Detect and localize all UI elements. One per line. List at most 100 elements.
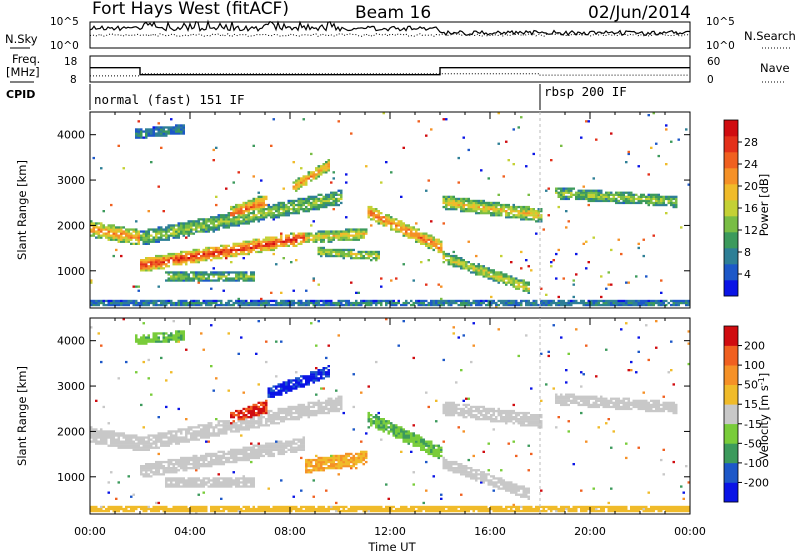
range-cell	[490, 212, 493, 215]
range-cell	[117, 432, 120, 435]
range-cell	[250, 485, 253, 488]
range-cell	[200, 436, 203, 439]
range-cell	[100, 438, 103, 441]
range-cell	[247, 485, 250, 488]
range-cell	[555, 252, 558, 256]
range-cell	[237, 509, 240, 513]
range-cell	[235, 458, 238, 462]
range-cell	[285, 414, 288, 417]
range-cell	[147, 210, 150, 213]
range-cell	[435, 301, 438, 305]
range-cell	[237, 205, 240, 209]
range-cell	[285, 440, 288, 443]
range-cell	[192, 228, 195, 231]
range-cell	[672, 303, 675, 307]
range-cell	[250, 301, 253, 305]
range-cell	[477, 205, 480, 209]
range-cell	[347, 232, 350, 235]
range-cell	[460, 267, 463, 270]
range-cell	[177, 259, 180, 262]
range-cell	[505, 275, 508, 278]
range-cell	[292, 442, 295, 445]
range-cell	[120, 226, 123, 229]
range-cell	[270, 212, 273, 215]
range-cell	[285, 389, 288, 392]
range-cell	[240, 477, 243, 480]
range-cell	[262, 214, 265, 217]
range-cell	[220, 481, 223, 484]
range-cell	[142, 436, 145, 439]
range-cell	[192, 458, 195, 462]
range-cell	[232, 507, 235, 511]
range-cell	[150, 446, 153, 449]
range-cell	[235, 216, 238, 219]
range-cell	[257, 203, 260, 207]
range-cell	[195, 438, 198, 441]
range-cell	[142, 242, 145, 245]
range-cell	[272, 454, 275, 458]
range-cell	[100, 509, 103, 513]
range-cell	[127, 475, 130, 478]
range-cell	[480, 269, 483, 272]
range-cell	[165, 238, 168, 241]
range-cell	[295, 236, 298, 239]
range-cell	[607, 301, 610, 305]
range-cell	[267, 395, 270, 398]
range-cell	[235, 505, 238, 509]
range-cell	[125, 240, 128, 243]
range-cell	[147, 442, 150, 445]
range-cell	[152, 336, 155, 339]
range-cell	[195, 460, 198, 464]
range-cell	[250, 242, 253, 245]
range-cell	[325, 193, 328, 196]
range-cell	[657, 197, 660, 201]
range-cell	[522, 218, 525, 221]
range-cell	[515, 281, 518, 284]
range-cell	[270, 452, 273, 456]
range-cell	[260, 422, 263, 425]
range-cell	[280, 212, 283, 215]
range-cell	[135, 434, 138, 437]
range-cell	[417, 234, 420, 237]
range-cell	[245, 414, 248, 417]
range-cell	[275, 391, 278, 394]
range-cell	[475, 265, 478, 268]
range-cell	[307, 232, 310, 235]
range-cell	[487, 205, 490, 209]
range-cell	[172, 436, 175, 439]
range-cell	[282, 214, 285, 217]
range-cell	[240, 456, 243, 460]
range-cell	[285, 240, 288, 243]
range-cell	[480, 212, 483, 215]
range-cell	[642, 199, 645, 203]
range-cell	[580, 191, 583, 194]
range-cell	[370, 299, 373, 303]
range-cell	[570, 193, 573, 196]
range-cell	[195, 226, 198, 229]
range-cell	[565, 187, 568, 190]
range-cell	[617, 199, 620, 203]
range-cell	[212, 389, 215, 392]
range-cell	[145, 467, 148, 470]
range-cell	[375, 303, 378, 307]
range-cell	[237, 456, 240, 460]
range-cell	[655, 197, 658, 201]
range-cell	[527, 287, 530, 290]
range-cell	[145, 136, 148, 139]
range-cell	[622, 299, 625, 303]
range-cell	[162, 210, 165, 213]
range-cell	[267, 454, 270, 458]
range-cell	[445, 208, 448, 211]
range-cell	[237, 214, 240, 217]
range-cell	[95, 299, 98, 303]
range-cell	[147, 230, 150, 233]
range-cell	[122, 432, 125, 435]
range-cell	[597, 303, 600, 307]
range-cell	[352, 238, 355, 241]
range-cell	[272, 446, 275, 449]
range-cell	[132, 228, 135, 231]
range-cell	[195, 261, 198, 264]
range-cell	[200, 226, 203, 229]
range-cell	[140, 299, 143, 303]
